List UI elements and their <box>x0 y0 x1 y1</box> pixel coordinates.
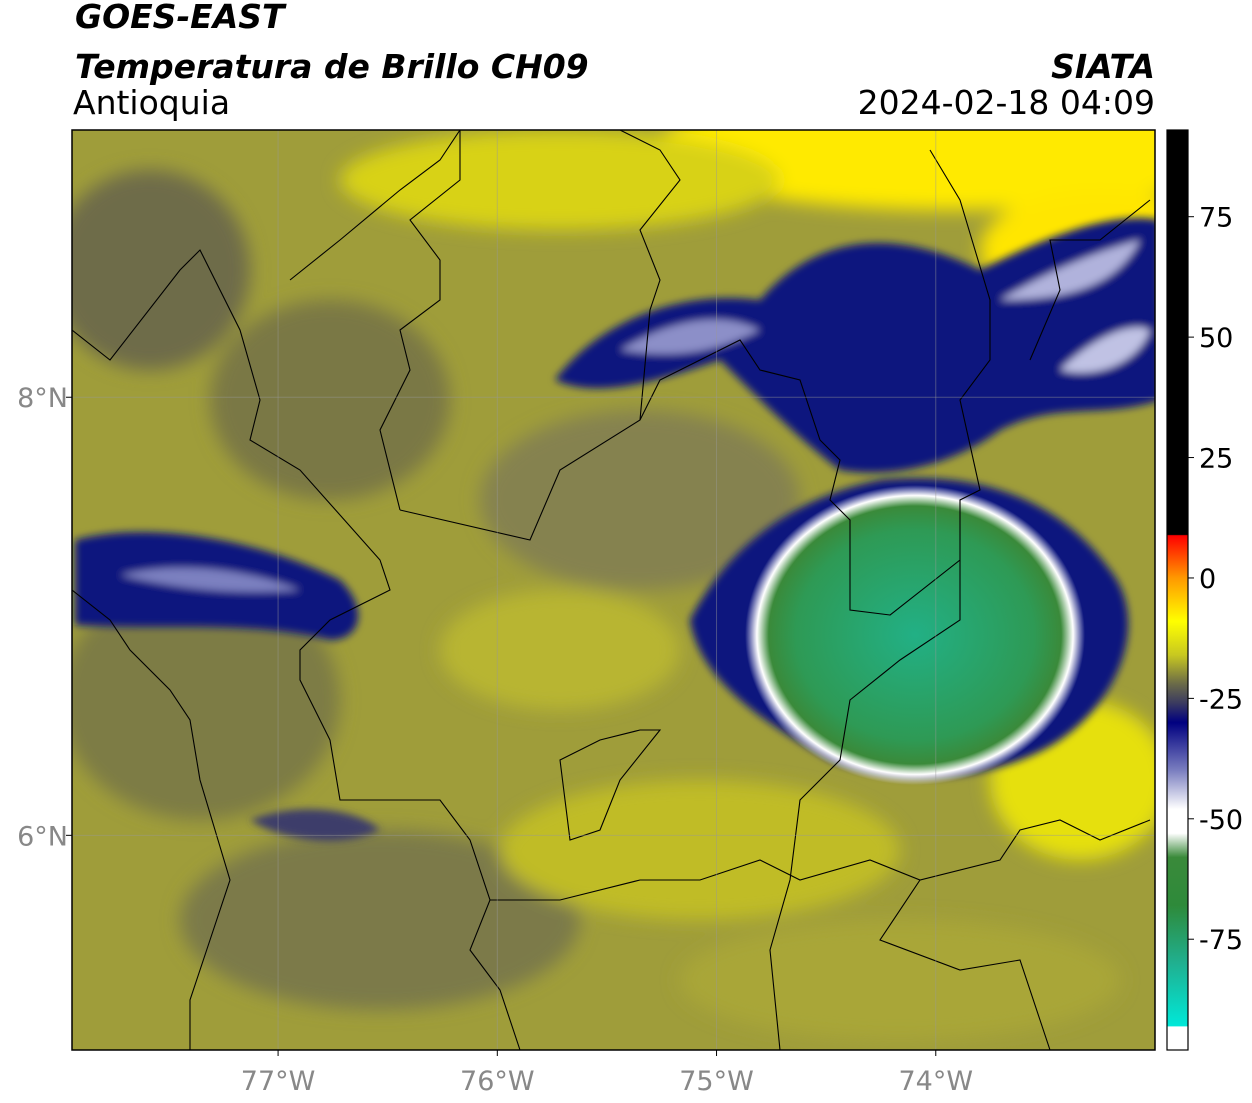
datetime: 2024-02-18 04:09 <box>858 83 1155 122</box>
colorbar-tick-label: 25 <box>1199 444 1233 475</box>
x-tick-label: 74°W <box>898 1066 973 1097</box>
borders <box>72 130 1151 1050</box>
satellite-image <box>72 130 1155 1050</box>
x-tick-label: 75°W <box>679 1066 754 1097</box>
map-frame <box>71 129 1156 1051</box>
colorbar-tick-label: 75 <box>1199 203 1233 234</box>
y-tick-label: 6°N <box>17 821 68 852</box>
subtitle: Temperatura de Brillo CH09 <box>75 47 589 86</box>
title: GOES-EAST <box>75 0 287 36</box>
y-tick-label: 8°N <box>17 383 68 414</box>
gridlines <box>72 130 1155 1050</box>
colorbar-ticks: 75 50 25 0 -25 -50 -75 <box>1188 203 1243 956</box>
colorbar-tick-label: -75 <box>1199 925 1243 956</box>
region: Antioquia <box>73 83 230 122</box>
source: SIATA <box>1051 47 1155 86</box>
colorbar-tick-label: -25 <box>1199 684 1243 715</box>
colorbar <box>1166 129 1189 1051</box>
colorbar-tick-label: 0 <box>1199 564 1216 595</box>
cloud-field <box>72 130 1155 1040</box>
colorbar-tick-label: -50 <box>1199 805 1243 836</box>
convective-core <box>745 485 1085 785</box>
axis-labels: 77°W 76°W 75°W 74°W 8°N 6°N <box>17 383 973 1097</box>
x-tick-label: 77°W <box>241 1066 316 1097</box>
colorbar-tick-label: 50 <box>1199 323 1233 354</box>
x-tick-label: 76°W <box>460 1066 535 1097</box>
